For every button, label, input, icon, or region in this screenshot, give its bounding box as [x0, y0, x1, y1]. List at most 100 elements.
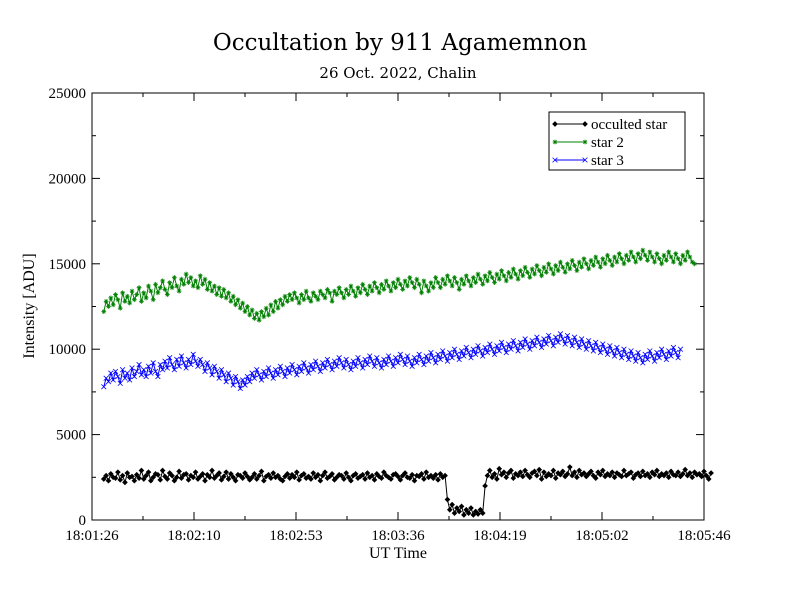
data-point	[287, 370, 293, 376]
data-point	[256, 372, 262, 378]
data-point	[122, 479, 128, 486]
data-point	[442, 353, 448, 359]
data-point	[703, 472, 710, 479]
data-point	[552, 121, 558, 127]
data-point	[209, 372, 215, 378]
data-point	[689, 474, 696, 481]
data-point	[494, 271, 500, 277]
data-point	[223, 378, 229, 385]
data-point	[129, 473, 135, 480]
data-point	[454, 351, 460, 358]
data-point	[668, 468, 674, 475]
data-point	[355, 355, 361, 361]
data-point	[348, 477, 354, 484]
data-point	[675, 469, 681, 476]
data-point	[270, 309, 276, 315]
data-point	[463, 344, 469, 351]
data-point	[216, 375, 222, 381]
data-point	[482, 344, 488, 351]
data-point	[466, 278, 472, 284]
data-point	[465, 349, 472, 356]
data-point	[117, 380, 123, 387]
data-point	[477, 276, 483, 282]
data-point	[581, 470, 587, 476]
y-axis-label: Intensity [ADU]	[21, 253, 38, 358]
data-point	[146, 283, 151, 289]
data-point	[272, 367, 279, 373]
data-point	[437, 285, 443, 291]
data-point	[148, 477, 154, 484]
data-point	[654, 349, 660, 356]
data-point	[432, 471, 439, 478]
data-point	[369, 288, 375, 294]
data-point	[343, 287, 349, 292]
data-point	[192, 469, 199, 476]
data-point	[468, 283, 474, 289]
data-point	[407, 275, 413, 280]
data-point	[220, 473, 227, 480]
data-point	[517, 469, 524, 476]
data-point	[329, 298, 335, 304]
data-point	[496, 465, 503, 472]
data-point	[607, 472, 613, 479]
data-point	[418, 356, 425, 363]
data-point	[188, 472, 194, 479]
data-point	[357, 290, 363, 296]
data-point	[442, 472, 448, 479]
data-point	[405, 283, 410, 289]
data-point	[560, 336, 566, 342]
data-point	[517, 339, 524, 346]
data-point	[284, 365, 291, 371]
data-point	[623, 252, 629, 258]
data-point	[649, 353, 655, 359]
data-point	[235, 378, 241, 385]
data-point	[164, 292, 170, 297]
data-point	[559, 468, 566, 475]
chart-title: Occultation by 911 Agamemnon	[213, 30, 587, 56]
data-point	[484, 472, 491, 479]
data-point	[286, 475, 293, 481]
data-point	[350, 358, 356, 364]
data-point	[635, 470, 641, 476]
data-point	[265, 365, 272, 371]
data-point	[381, 469, 387, 476]
data-point	[527, 346, 533, 352]
data-point	[108, 295, 114, 301]
data-point	[106, 304, 111, 309]
data-point	[626, 257, 632, 263]
data-point	[202, 368, 208, 375]
data-point	[397, 281, 403, 287]
data-point	[332, 288, 337, 294]
data-point	[409, 471, 415, 478]
data-point	[501, 344, 507, 351]
data-point	[233, 302, 238, 308]
data-point	[381, 356, 387, 363]
data-point	[341, 365, 347, 371]
data-point	[607, 343, 613, 349]
data-point	[475, 511, 481, 517]
data-point	[200, 281, 206, 287]
data-point	[324, 287, 330, 292]
data-point	[282, 293, 288, 299]
data-point	[301, 360, 307, 366]
data-point	[249, 370, 255, 376]
y-tick-label: 5000	[56, 428, 86, 444]
data-point	[449, 355, 455, 361]
chart-subtitle: 26 Oct. 2022, Chalin	[319, 64, 477, 82]
data-point	[159, 467, 166, 474]
data-point	[583, 261, 589, 267]
data-point	[494, 476, 500, 482]
data-point	[666, 249, 672, 255]
data-point	[279, 477, 286, 484]
data-point	[599, 467, 606, 474]
data-point	[301, 471, 307, 477]
data-point	[334, 292, 340, 297]
data-point	[249, 474, 255, 481]
data-point	[428, 280, 434, 285]
data-point	[628, 348, 634, 354]
data-point	[327, 290, 333, 296]
data-point	[409, 280, 415, 285]
data-point	[665, 474, 672, 481]
data-point	[240, 300, 246, 306]
